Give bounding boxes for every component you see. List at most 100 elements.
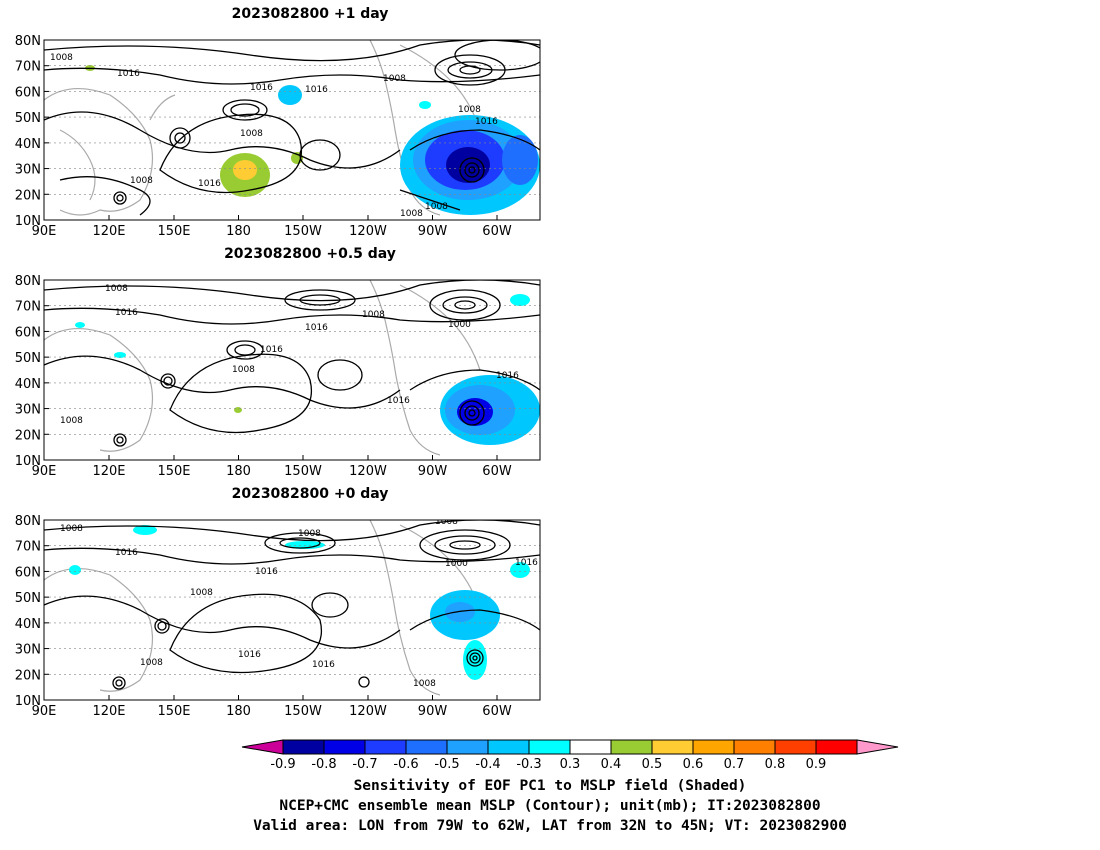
colorbar-label: 0.9 (806, 757, 827, 772)
colorbar-low-arrow (241, 739, 284, 755)
contour-label: 1000 (445, 559, 468, 569)
contour-label: 1016 (238, 650, 261, 660)
lat-tick-label: 30N (15, 643, 41, 658)
sensitivity-shading (85, 65, 540, 215)
lon-tick-label: 150W (284, 704, 322, 719)
lat-tick-label: 40N (15, 377, 41, 392)
contour-label: 1008 (383, 74, 406, 84)
contour-label: 1008 (435, 517, 458, 527)
contour-label: 1000 (448, 320, 471, 330)
contour-label: 1016 (260, 345, 283, 355)
lon-tick-label: 120W (349, 704, 387, 719)
contour-label: 1008 (298, 529, 321, 539)
lat-tick-label: 20N (15, 668, 41, 683)
contour-label: 1016 (117, 69, 140, 79)
lon-tick-label: 60W (482, 224, 512, 239)
map-panel-1: 1008 1016 1016 1016 1008 1008 1016 1008 … (43, 39, 541, 221)
colorbar-segment (569, 739, 612, 755)
lon-tick-label: 180 (226, 224, 251, 239)
colorbar: -0.9 -0.8 -0.7 -0.6 -0.5 -0.4 -0.3 0.3 0.4 0.5 0.6… (241, 739, 899, 772)
colorbar-label: 0.6 (683, 757, 704, 772)
colorbar-label: -0.6 (393, 757, 418, 772)
contour-label: 1008 (362, 310, 385, 320)
contour-label: 1008 (190, 588, 213, 598)
colorbar-label: -0.5 (434, 757, 459, 772)
lon-tick-label: 90W (418, 224, 448, 239)
lat-tick-label: 60N (15, 325, 41, 340)
lat-tick-label: 60N (15, 565, 41, 580)
lat-tick-label: 80N (15, 514, 41, 529)
colorbar-label: 0.4 (601, 757, 622, 772)
colorbar-label: 0.7 (724, 757, 745, 772)
lat-tick-label: 80N (15, 274, 41, 289)
contour-label: 1008 (105, 284, 128, 294)
colorbar-label: -0.4 (475, 757, 500, 772)
colorbar-segment (610, 739, 653, 755)
lon-tick-label: 90W (418, 704, 448, 719)
colorbar-segment (405, 739, 448, 755)
colorbar-label: 0.8 (765, 757, 786, 772)
lat-tick-label: 50N (15, 111, 41, 126)
contour-label: 1016 (255, 567, 278, 577)
lat-tick-label: 40N (15, 137, 41, 152)
colorbar-label: -0.3 (516, 757, 541, 772)
lat-tick-label: 10N (15, 214, 41, 229)
lon-tick-label: 120E (92, 464, 125, 479)
colorbar-segment (774, 739, 817, 755)
lat-tick-label: 50N (15, 591, 41, 606)
lon-tick-label: 60W (482, 704, 512, 719)
contour-label: 1016 (305, 85, 328, 95)
colorbar-label: -0.9 (270, 757, 295, 772)
colorbar-label: 0.5 (642, 757, 663, 772)
colorbar-segment (692, 739, 735, 755)
contour-label: 1008 (400, 209, 423, 219)
colorbar-segment (323, 739, 366, 755)
lon-tick-label: 90W (418, 464, 448, 479)
lon-tick-label: 120W (349, 464, 387, 479)
lon-tick-label: 120E (92, 224, 125, 239)
lat-tick-label: 70N (15, 300, 41, 315)
contour-label: 1016 (250, 83, 273, 93)
lat-tick-label: 10N (15, 694, 41, 709)
contour-labels: 1008 1016 1016 1016 1008 1008 1000 1016 … (60, 284, 519, 426)
contour-label: 1016 (496, 371, 519, 381)
caption-line-3: Valid area: LON from 79W to 62W, LAT fro… (253, 818, 847, 834)
contour-label: 1008 (130, 176, 153, 186)
panel-2-title: 2023082800 +0.5 day (224, 246, 396, 262)
contour-label: 1008 (60, 416, 83, 426)
colorbar-label: -0.8 (311, 757, 336, 772)
lat-tick-label: 60N (15, 85, 41, 100)
contour-label: 1008 (425, 202, 448, 212)
panel-1-title: 2023082800 +1 day (231, 6, 389, 22)
lat-tick-label: 40N (15, 617, 41, 632)
lon-tick-label: 150E (157, 224, 190, 239)
contour-label: 1008 (413, 679, 436, 689)
lon-tick-label: 150W (284, 464, 322, 479)
colorbar-segment (528, 739, 571, 755)
contour-labels: 1008 1016 1008 1016 1008 1016 1008 1008 … (60, 517, 538, 689)
contour-label: 1008 (232, 365, 255, 375)
colorbar-high-arrow (856, 739, 899, 755)
lat-tick-label: 50N (15, 351, 41, 366)
colorbar-segment (446, 739, 489, 755)
lat-tick-label: 20N (15, 188, 41, 203)
lon-tick-label: 120W (349, 224, 387, 239)
lon-tick-label: 90E (32, 704, 57, 719)
contour-label: 1008 (140, 658, 163, 668)
lon-tick-label: 90E (32, 224, 57, 239)
coastline (44, 520, 481, 696)
lon-tick-label: 150W (284, 224, 322, 239)
lon-tick-label: 180 (226, 464, 251, 479)
contour-label: 1016 (475, 117, 498, 127)
colorbar-segment (487, 739, 530, 755)
map-panel-2: 1008 1016 1016 1016 1008 1008 1000 1016 … (43, 279, 541, 461)
lon-tick-label: 180 (226, 704, 251, 719)
contour-label: 1016 (198, 179, 221, 189)
map-panels: 1008 1016 1016 1016 1008 1008 1016 1008 … (15, 34, 541, 719)
colorbar-segment (651, 739, 694, 755)
lat-tick-label: 80N (15, 34, 41, 49)
contour-label: 1008 (240, 129, 263, 139)
colorbar-segment (364, 739, 407, 755)
contour-label: 1016 (305, 323, 328, 333)
